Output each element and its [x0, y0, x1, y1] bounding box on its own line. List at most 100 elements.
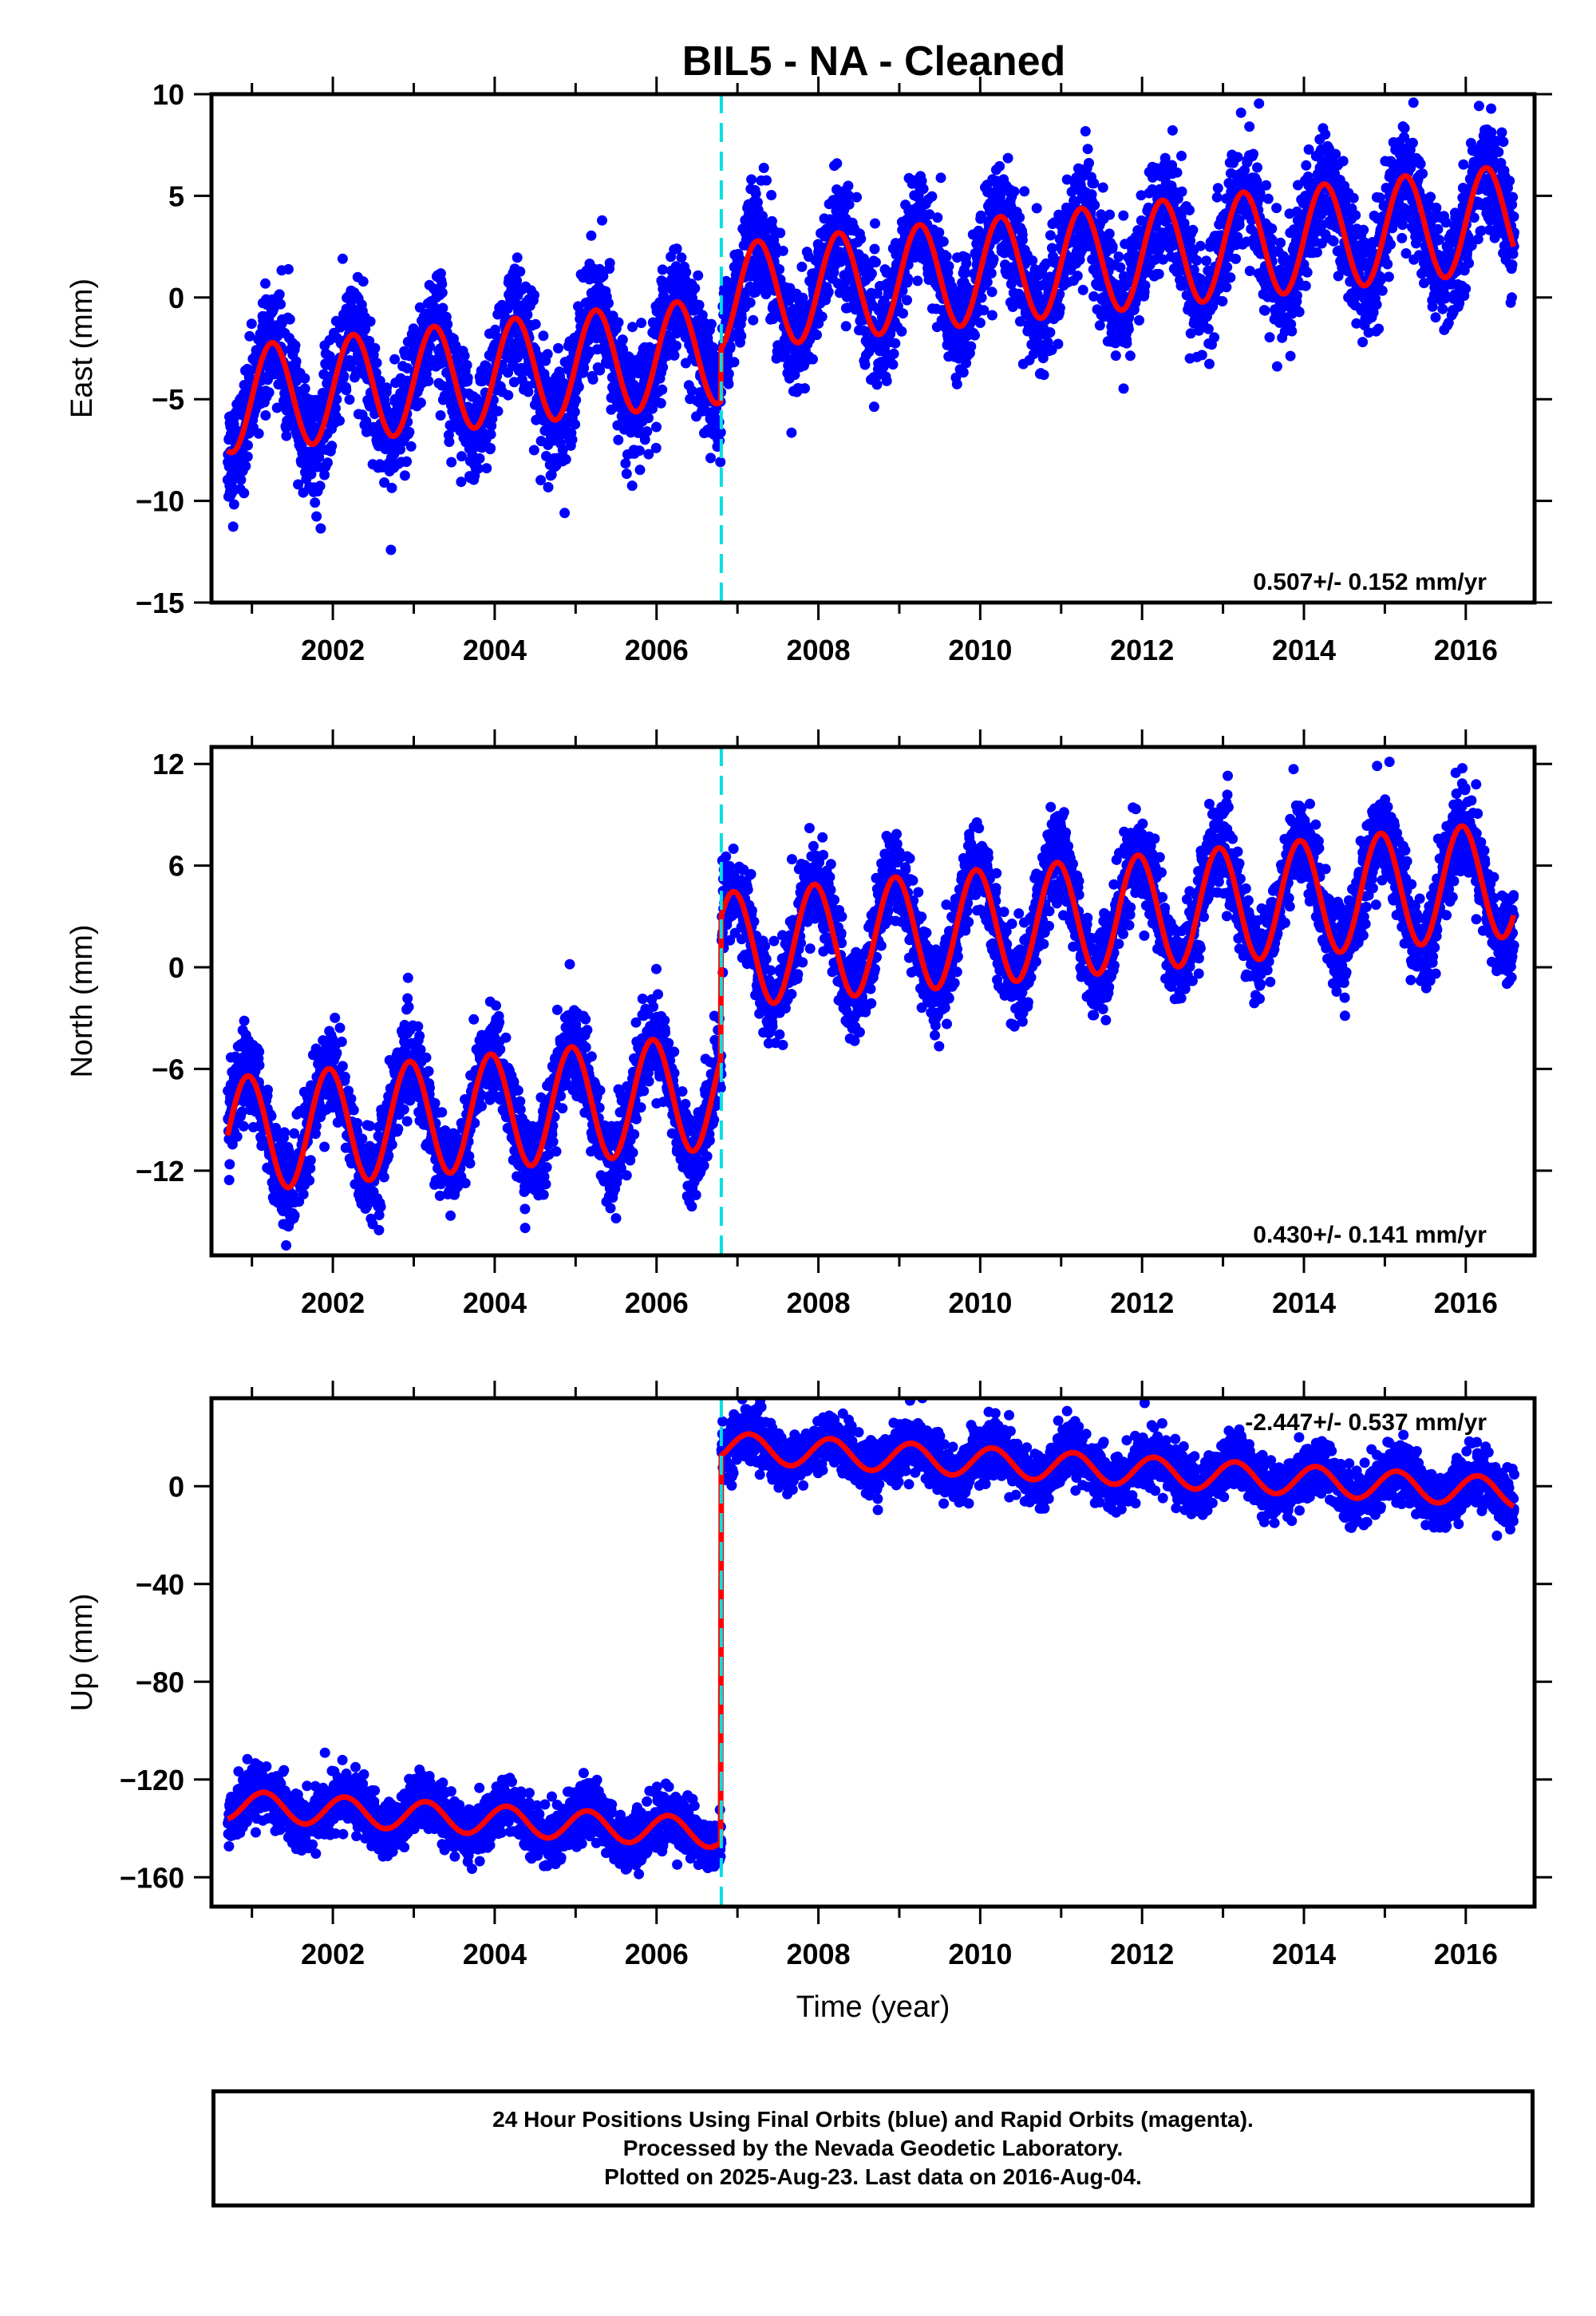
data-point — [1244, 121, 1255, 132]
data-point — [595, 365, 606, 376]
data-point — [559, 508, 571, 519]
data-point — [1235, 107, 1246, 118]
data-point — [542, 349, 553, 360]
data-point — [1203, 323, 1214, 334]
data-point — [282, 263, 294, 275]
data-point — [399, 470, 410, 481]
data-point — [1054, 302, 1065, 314]
data-point — [736, 313, 747, 324]
data-point — [855, 233, 867, 244]
data-point — [243, 440, 253, 451]
data-point — [1275, 237, 1286, 248]
data-point — [796, 261, 808, 272]
data-point — [227, 521, 239, 532]
data-point — [1002, 152, 1013, 164]
data-point — [634, 445, 645, 456]
data-point — [986, 287, 998, 298]
data-point — [1311, 247, 1322, 258]
data-point — [676, 252, 687, 263]
data-point — [341, 385, 352, 396]
data-point — [1252, 162, 1262, 173]
data-point — [1373, 323, 1385, 334]
data-point — [671, 243, 682, 255]
data-point — [775, 227, 786, 239]
data-point — [546, 469, 557, 480]
data-point — [487, 413, 498, 425]
data-point — [627, 322, 638, 333]
data-point — [617, 334, 628, 346]
data-point — [924, 209, 935, 220]
data-point — [293, 479, 304, 490]
data-point — [598, 271, 609, 282]
data-point — [374, 375, 385, 386]
data-point — [535, 475, 547, 486]
data-point — [1084, 157, 1094, 168]
data-point — [789, 370, 800, 381]
data-point — [1396, 232, 1408, 243]
data-point — [512, 252, 523, 263]
data-point — [246, 318, 257, 330]
data-point — [1259, 305, 1270, 316]
data-point — [669, 350, 680, 361]
data-point — [1234, 219, 1245, 231]
data-point — [868, 401, 879, 413]
data-point — [1072, 271, 1083, 282]
data-point — [686, 385, 697, 397]
data-point — [1118, 210, 1129, 221]
data-point — [1430, 312, 1441, 323]
data-point — [456, 476, 467, 488]
data-point — [1110, 350, 1121, 362]
data-point — [425, 341, 435, 352]
data-point — [401, 456, 413, 467]
data-point — [1104, 228, 1115, 239]
data-point — [490, 324, 501, 335]
data-point — [974, 318, 986, 328]
data-point — [1408, 97, 1419, 109]
data-point — [1427, 301, 1438, 312]
data-point — [290, 356, 302, 367]
data-point — [938, 236, 949, 247]
data-point — [1171, 167, 1183, 178]
data-point — [766, 190, 777, 200]
data-point — [643, 413, 654, 424]
data-point — [1140, 280, 1151, 291]
data-point — [571, 394, 582, 405]
data-point — [242, 451, 253, 462]
data-point — [832, 158, 843, 169]
data-point — [961, 258, 972, 269]
data-point — [1221, 282, 1232, 293]
data-point — [386, 482, 397, 493]
data-point — [1187, 224, 1199, 235]
data-point — [274, 289, 285, 300]
data-point — [379, 477, 390, 488]
data-point — [881, 375, 892, 386]
data-point — [916, 176, 927, 187]
data-point — [1254, 98, 1265, 109]
data-point — [657, 264, 668, 275]
data-point — [462, 373, 473, 383]
data-point — [573, 381, 584, 393]
data-point — [1017, 235, 1028, 246]
data-point — [758, 162, 769, 173]
data-point — [569, 406, 580, 417]
data-point — [934, 227, 945, 238]
data-point — [485, 429, 496, 440]
data-point — [515, 266, 526, 277]
data-point — [235, 474, 247, 485]
data-point — [725, 341, 736, 352]
data-point — [522, 309, 533, 320]
data-point — [705, 318, 717, 330]
data-point — [1417, 168, 1428, 180]
data-point — [395, 444, 406, 455]
data-point — [1286, 326, 1298, 337]
data-point — [941, 251, 952, 262]
data-point — [986, 310, 998, 321]
data-point — [299, 373, 310, 384]
data-point — [943, 261, 954, 271]
data-point — [697, 310, 708, 321]
data-point — [870, 257, 881, 268]
data-point — [456, 451, 467, 462]
data-point — [988, 254, 999, 265]
data-point — [385, 544, 397, 555]
